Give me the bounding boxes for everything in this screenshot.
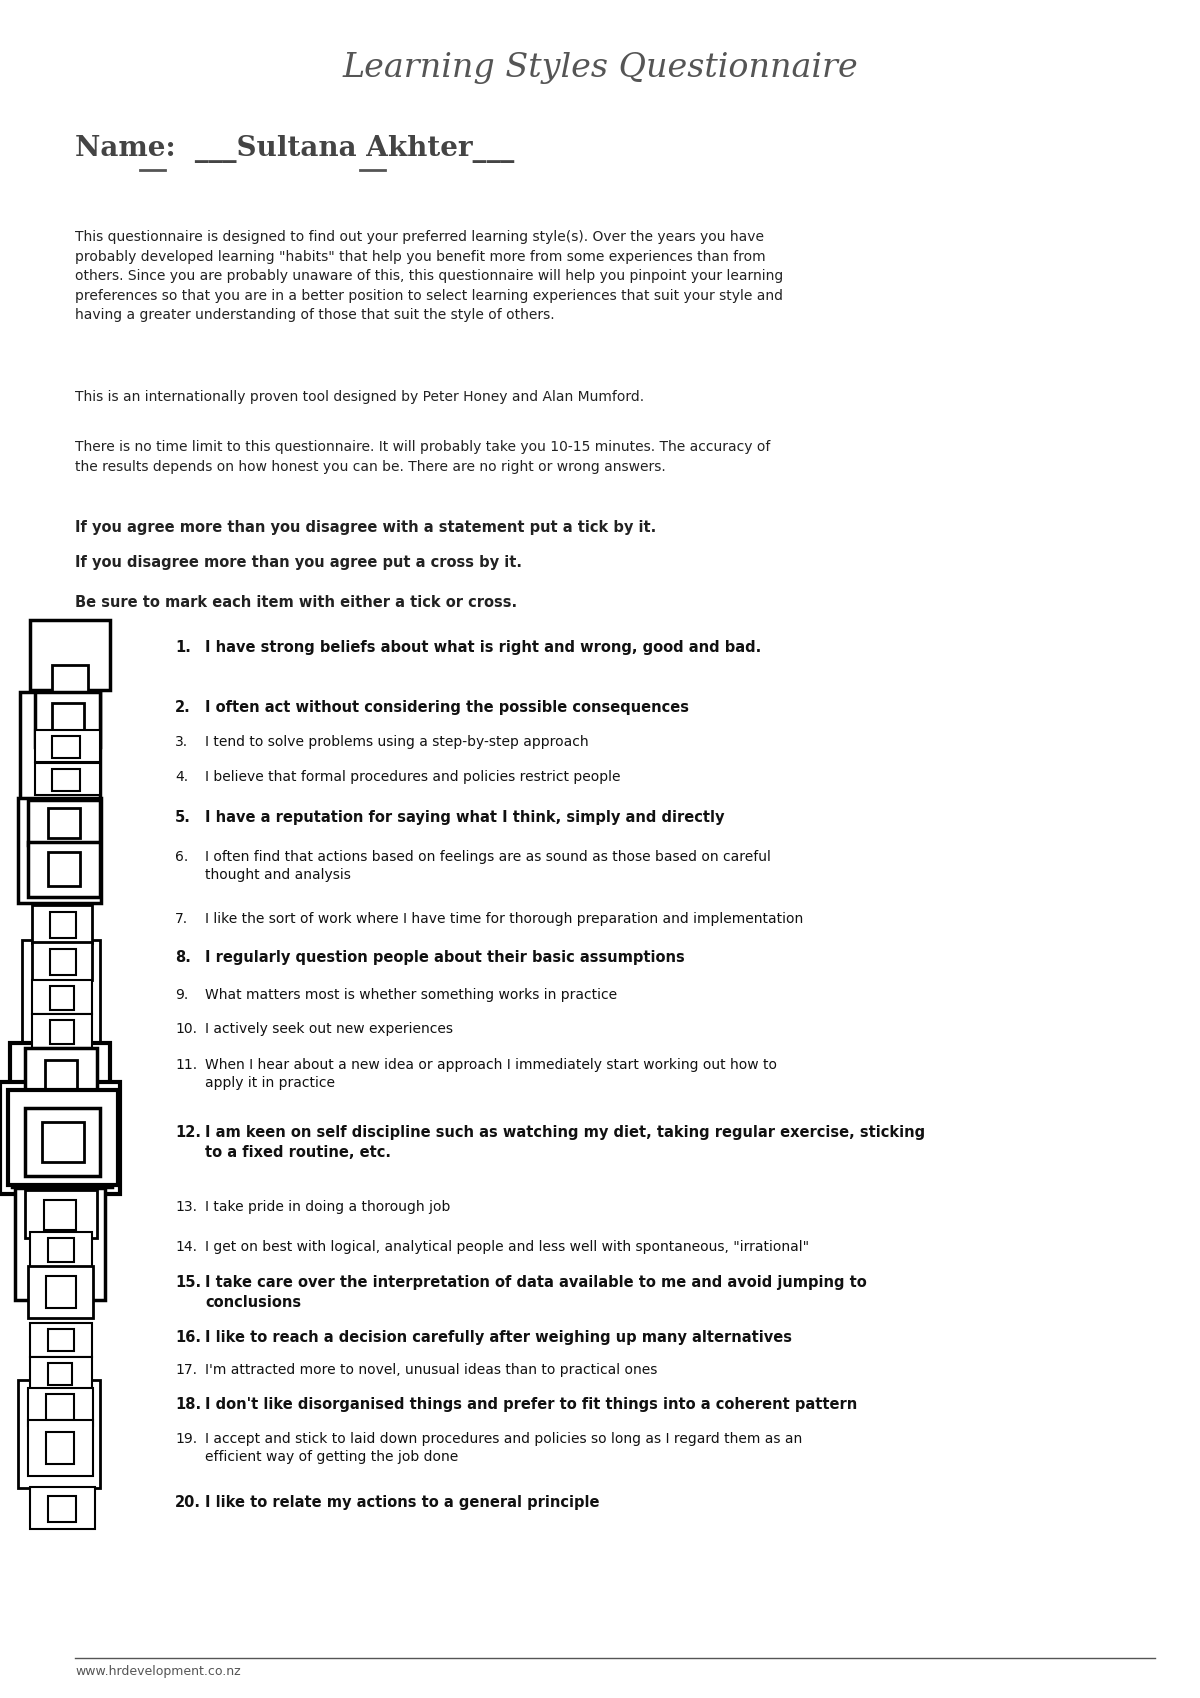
Text: This is an internationally proven tool designed by Peter Honey and Alan Mumford.: This is an internationally proven tool d… bbox=[74, 391, 644, 404]
Bar bbox=[18, 798, 101, 903]
Bar bbox=[32, 905, 92, 942]
Bar bbox=[30, 1487, 95, 1528]
Text: 10.: 10. bbox=[175, 1022, 197, 1036]
Bar bbox=[12, 1092, 112, 1187]
Text: 4.: 4. bbox=[175, 769, 188, 784]
Bar bbox=[35, 693, 100, 747]
Bar bbox=[25, 1048, 97, 1105]
Bar bbox=[50, 987, 74, 1010]
Text: I believe that formal procedures and policies restrict people: I believe that formal procedures and pol… bbox=[205, 769, 620, 784]
Text: I often find that actions based on feelings are as sound as those based on caref: I often find that actions based on feeli… bbox=[205, 851, 770, 883]
Text: If you disagree more than you agree put a cross by it.: If you disagree more than you agree put … bbox=[74, 555, 522, 571]
Bar bbox=[50, 1020, 74, 1044]
Bar bbox=[52, 703, 84, 735]
Text: I accept and stick to laid down procedures and policies so long as I regard them: I accept and stick to laid down procedur… bbox=[205, 1431, 803, 1464]
Text: 9.: 9. bbox=[175, 988, 188, 1002]
Bar bbox=[46, 1394, 74, 1420]
Text: I have a reputation for saying what I think, simply and directly: I have a reputation for saying what I th… bbox=[205, 810, 725, 825]
Bar bbox=[30, 1323, 92, 1357]
Text: 1.: 1. bbox=[175, 640, 191, 655]
Text: 6.: 6. bbox=[175, 851, 188, 864]
Bar bbox=[10, 1043, 110, 1116]
Bar bbox=[0, 1082, 120, 1194]
Bar bbox=[28, 1420, 94, 1476]
Bar bbox=[30, 1233, 92, 1268]
Text: 13.: 13. bbox=[175, 1200, 197, 1214]
Text: 5.: 5. bbox=[175, 810, 191, 825]
Bar bbox=[22, 941, 100, 1054]
Text: I like to relate my actions to a general principle: I like to relate my actions to a general… bbox=[205, 1494, 600, 1510]
Text: 15.: 15. bbox=[175, 1275, 202, 1290]
Text: I actively seek out new experiences: I actively seek out new experiences bbox=[205, 1022, 454, 1036]
Text: I regularly question people about their basic assumptions: I regularly question people about their … bbox=[205, 949, 685, 964]
Bar bbox=[48, 808, 80, 839]
Bar bbox=[30, 620, 110, 689]
Bar bbox=[25, 1109, 100, 1177]
Bar bbox=[52, 666, 88, 694]
Bar bbox=[28, 1267, 94, 1318]
Text: 3.: 3. bbox=[175, 735, 188, 749]
Text: Name:  ___Sultana Akhter___: Name: ___Sultana Akhter___ bbox=[74, 136, 515, 163]
Bar bbox=[42, 1122, 84, 1161]
Text: 17.: 17. bbox=[175, 1363, 197, 1377]
Bar bbox=[20, 693, 100, 800]
Bar bbox=[46, 1060, 77, 1094]
Text: What matters most is whether something works in practice: What matters most is whether something w… bbox=[205, 988, 617, 1002]
Text: This questionnaire is designed to find out your preferred learning style(s). Ove: This questionnaire is designed to find o… bbox=[74, 229, 784, 323]
Bar bbox=[35, 762, 100, 795]
Text: 18.: 18. bbox=[175, 1397, 202, 1413]
Bar bbox=[48, 1238, 74, 1262]
Text: I get on best with logical, analytical people and less well with spontaneous, "i: I get on best with logical, analytical p… bbox=[205, 1240, 809, 1255]
Text: 19.: 19. bbox=[175, 1431, 197, 1447]
Text: I like to reach a decision carefully after weighing up many alternatives: I like to reach a decision carefully aft… bbox=[205, 1330, 792, 1345]
Bar bbox=[50, 912, 76, 937]
Text: I take care over the interpretation of data available to me and avoid jumping to: I take care over the interpretation of d… bbox=[205, 1275, 866, 1309]
Bar bbox=[46, 1275, 76, 1307]
Bar bbox=[28, 1387, 94, 1426]
Text: I often act without considering the possible consequences: I often act without considering the poss… bbox=[205, 700, 689, 715]
Text: I have strong beliefs about what is right and wrong, good and bad.: I have strong beliefs about what is righ… bbox=[205, 640, 761, 655]
Text: I'm attracted more to novel, unusual ideas than to practical ones: I'm attracted more to novel, unusual ide… bbox=[205, 1363, 658, 1377]
Bar bbox=[48, 1330, 74, 1352]
Text: 8.: 8. bbox=[175, 949, 191, 964]
Bar bbox=[52, 735, 80, 757]
Text: Learning Styles Questionnaire: Learning Styles Questionnaire bbox=[342, 53, 858, 83]
Bar bbox=[18, 1380, 100, 1487]
Bar bbox=[50, 949, 76, 975]
Bar bbox=[28, 800, 100, 846]
Text: If you agree more than you disagree with a statement put a tick by it.: If you agree more than you disagree with… bbox=[74, 520, 656, 535]
Bar bbox=[48, 1363, 72, 1386]
Text: 16.: 16. bbox=[175, 1330, 202, 1345]
Text: Be sure to mark each item with either a tick or cross.: Be sure to mark each item with either a … bbox=[74, 594, 517, 610]
Bar bbox=[35, 730, 100, 762]
Bar bbox=[32, 980, 92, 1014]
Bar bbox=[48, 852, 80, 886]
Bar bbox=[32, 1014, 92, 1048]
Bar bbox=[28, 842, 100, 897]
Bar bbox=[44, 1200, 76, 1229]
Text: www.hrdevelopment.co.nz: www.hrdevelopment.co.nz bbox=[74, 1666, 241, 1678]
Bar bbox=[52, 769, 80, 791]
Text: 7.: 7. bbox=[175, 912, 188, 925]
Text: When I hear about a new idea or approach I immediately start working out how to
: When I hear about a new idea or approach… bbox=[205, 1058, 778, 1090]
Bar bbox=[30, 1357, 92, 1389]
Text: 11.: 11. bbox=[175, 1058, 197, 1071]
Bar bbox=[46, 1431, 74, 1464]
Text: 20.: 20. bbox=[175, 1494, 202, 1510]
Text: There is no time limit to this questionnaire. It will probably take you 10-15 mi: There is no time limit to this questionn… bbox=[74, 440, 770, 474]
Text: I like the sort of work where I have time for thorough preparation and implement: I like the sort of work where I have tim… bbox=[205, 912, 803, 925]
Text: 14.: 14. bbox=[175, 1240, 197, 1255]
Bar bbox=[14, 1189, 106, 1301]
Text: 2.: 2. bbox=[175, 700, 191, 715]
Bar bbox=[25, 1190, 97, 1238]
Text: I tend to solve problems using a step-by-step approach: I tend to solve problems using a step-by… bbox=[205, 735, 589, 749]
Bar bbox=[8, 1090, 118, 1185]
Text: 12.: 12. bbox=[175, 1126, 202, 1139]
Text: I don't like disorganised things and prefer to fit things into a coherent patter: I don't like disorganised things and pre… bbox=[205, 1397, 857, 1413]
Text: I am keen on self discipline such as watching my diet, taking regular exercise, : I am keen on self discipline such as wat… bbox=[205, 1126, 925, 1160]
Text: I take pride in doing a thorough job: I take pride in doing a thorough job bbox=[205, 1200, 450, 1214]
Bar bbox=[48, 1496, 76, 1521]
Bar bbox=[32, 942, 92, 980]
